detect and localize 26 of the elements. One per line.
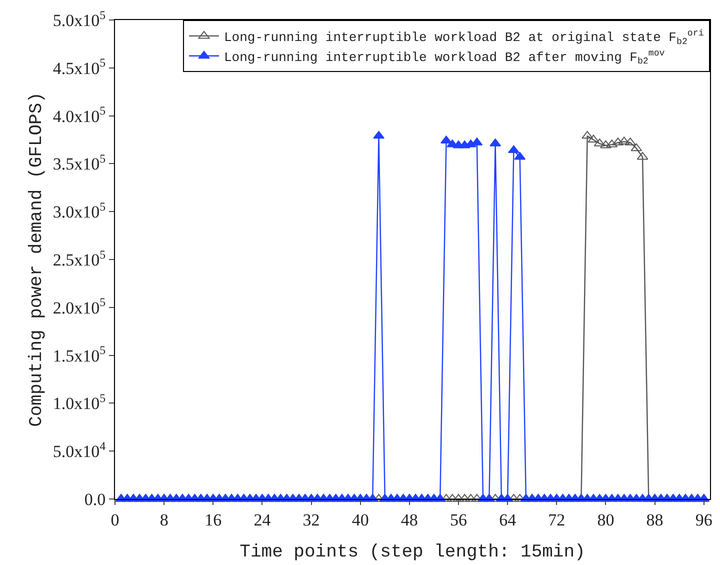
x-tick-label: 64 — [499, 510, 517, 530]
x-axis-title: Time points (step length: 15min) — [240, 542, 586, 562]
x-tick-label: 32 — [302, 510, 320, 530]
x-tick-label: 48 — [400, 510, 418, 530]
x-tick-label: 88 — [646, 510, 664, 530]
y-tick-label: 0.0 — [84, 490, 106, 509]
y-tick-label: 5.0x10$^{5}$ — [52, 8, 106, 30]
y-tick-label: 3.0x10$^{5}$ — [52, 199, 106, 222]
y-tick-label: 1.5x10$^{5}$ — [52, 343, 106, 366]
x-tick-label: 80 — [597, 510, 614, 530]
x-tick-label: 8 — [160, 510, 168, 530]
y-tick-label: 4.0x10$^{5}$ — [52, 104, 106, 126]
y-tick-label: 2.0x10$^{5}$ — [52, 295, 106, 318]
y-tick-label: 5.0x10$^{4}$ — [52, 438, 106, 462]
x-tick-label: 16 — [204, 510, 222, 530]
y-tick-label: 3.5x10$^{5}$ — [52, 152, 106, 174]
y-tick-label: 4.5x10$^{5}$ — [52, 56, 106, 78]
y-axis-title: Computing power demand (GFLOPS) — [27, 92, 48, 427]
x-tick-label: 96 — [695, 510, 712, 530]
x-tick-label: 56 — [450, 510, 468, 530]
x-tick-label: 72 — [548, 510, 566, 530]
x-tick-label: 24 — [254, 510, 272, 530]
x-tick-label: 40 — [352, 510, 369, 530]
x-tick-label: 0 — [110, 510, 120, 530]
y-tick-label: 1.0x10$^{5}$ — [52, 391, 106, 414]
y-tick-label: 2.5x10$^{5}$ — [52, 247, 106, 270]
